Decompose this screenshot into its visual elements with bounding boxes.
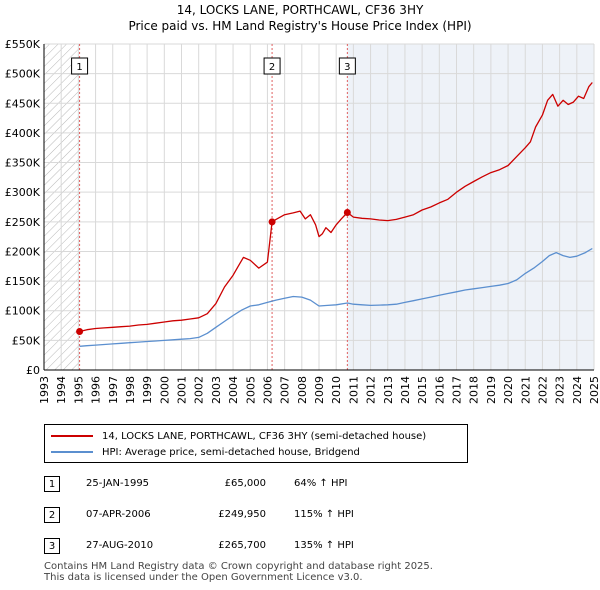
- y-tick-label: £300K: [5, 186, 41, 199]
- transaction-row-2: 2 07-APR-2006 £249,950 115% ↑ HPI: [44, 507, 544, 525]
- x-tick-label: 2024: [571, 376, 584, 404]
- x-tick-label: 2004: [227, 376, 240, 404]
- transaction-row-1: 1 25-JAN-1995 £65,000 64% ↑ HPI: [44, 476, 544, 494]
- transaction-hpi-change: 115% ↑ HPI: [294, 509, 354, 520]
- chart-title: 14, LOCKS LANE, PORTHCAWL, CF36 3HY: [176, 3, 424, 17]
- x-tick-label: 1999: [141, 376, 154, 404]
- x-tick-label: 2016: [433, 376, 446, 404]
- legend-item-property: 14, LOCKS LANE, PORTHCAWL, CF36 3HY (sem…: [51, 429, 426, 443]
- legend-swatch-property: [51, 435, 93, 437]
- transaction-date: 25-JAN-1995: [86, 478, 150, 489]
- transaction-row-3: 3 27-AUG-2010 £265,700 135% ↑ HPI: [44, 538, 544, 556]
- y-tick-label: £150K: [5, 275, 41, 288]
- y-tick-label: £550K: [5, 38, 41, 51]
- y-tick-label: £250K: [5, 216, 41, 229]
- x-tick-label: 2014: [399, 376, 412, 404]
- transaction-badge: 3: [44, 538, 60, 554]
- transaction-badge: 2: [44, 507, 60, 523]
- transaction-hpi-change: 135% ↑ HPI: [294, 540, 354, 551]
- y-tick-label: £100K: [5, 305, 41, 318]
- x-tick-label: 2009: [313, 376, 326, 404]
- y-tick-label: £200K: [5, 245, 41, 258]
- chart-subtitle: Price paid vs. HM Land Registry's House …: [128, 19, 472, 33]
- transaction-hpi-change: 64% ↑ HPI: [294, 478, 348, 489]
- post-sale-shading: [347, 44, 594, 370]
- sale-point: [76, 327, 84, 335]
- transaction-date: 07-APR-2006: [86, 509, 151, 520]
- x-tick-label: 2006: [261, 376, 274, 404]
- x-tick-label: 2015: [416, 376, 429, 404]
- x-tick-label: 2020: [502, 376, 515, 404]
- sale-point: [268, 218, 276, 226]
- transaction-date: 27-AUG-2010: [86, 540, 154, 551]
- hatched-region: [44, 44, 80, 370]
- y-tick-label: £0: [26, 364, 40, 377]
- x-tick-label: 2008: [296, 376, 309, 404]
- x-tick-label: 2019: [485, 376, 498, 404]
- x-tick-label: 2022: [536, 376, 549, 404]
- sale-badge: [71, 57, 89, 75]
- property-price-line: [79, 82, 593, 333]
- sale-badge: [263, 57, 281, 75]
- transaction-badge: 1: [44, 476, 60, 492]
- y-tick-label: £350K: [5, 157, 41, 170]
- x-tick-label: 2023: [554, 376, 567, 404]
- x-tick-label: 2025: [588, 376, 600, 404]
- x-tick-label: 1998: [124, 376, 137, 404]
- x-tick-label: 2000: [158, 376, 171, 404]
- x-tick-label: 1995: [72, 376, 85, 404]
- sale-point: [343, 209, 351, 217]
- sale-badge-label: 1: [76, 62, 82, 73]
- chart-legend: 14, LOCKS LANE, PORTHCAWL, CF36 3HY (sem…: [44, 424, 468, 463]
- hpi-line: [79, 247, 593, 347]
- x-tick-label: 2017: [451, 376, 464, 404]
- x-tick-label: 2021: [519, 376, 532, 404]
- x-tick-label: 2001: [176, 376, 189, 404]
- x-tick-label: 2007: [279, 376, 292, 404]
- y-tick-label: £400K: [5, 127, 41, 140]
- legend-item-hpi: HPI: Average price, semi-detached house,…: [51, 445, 360, 459]
- y-tick-label: £50K: [12, 334, 41, 347]
- transaction-price: £65,000: [224, 478, 266, 489]
- x-tick-label: 2003: [210, 376, 223, 404]
- x-tick-label: 2013: [382, 376, 395, 404]
- footer-licence: This data is licensed under the Open Gov…: [44, 572, 363, 583]
- sale-badge-label: 2: [269, 62, 275, 73]
- price-chart: £0 £50K £100K £150K £200K £250K £300K £350K £400…: [5, 38, 600, 404]
- legend-label-hpi: HPI: Average price, semi-detached house,…: [102, 446, 360, 458]
- x-tick-label: 2002: [193, 376, 206, 404]
- x-tick-label: 2010: [330, 376, 343, 404]
- x-tick-label: 1997: [107, 376, 120, 404]
- x-tick-label: 2005: [244, 376, 257, 404]
- x-tick-label: 1996: [90, 376, 103, 404]
- x-tick-label: 2018: [468, 376, 481, 404]
- transaction-price: £249,950: [218, 509, 266, 520]
- sale-badge-label: 3: [344, 62, 350, 73]
- x-tick-label: 2012: [365, 376, 378, 404]
- x-tick-label: 2011: [347, 376, 360, 404]
- x-tick-label: 1994: [55, 376, 68, 404]
- sale-badge: [338, 57, 356, 75]
- x-tick-label: 1993: [38, 376, 51, 404]
- y-tick-label: £450K: [5, 97, 41, 110]
- footer-copyright: Contains HM Land Registry data © Crown c…: [44, 561, 433, 572]
- y-tick-label: £500K: [5, 68, 41, 81]
- legend-label-property: 14, LOCKS LANE, PORTHCAWL, CF36 3HY (sem…: [102, 430, 427, 442]
- transaction-price: £265,700: [218, 540, 266, 551]
- legend-swatch-hpi: [51, 451, 93, 453]
